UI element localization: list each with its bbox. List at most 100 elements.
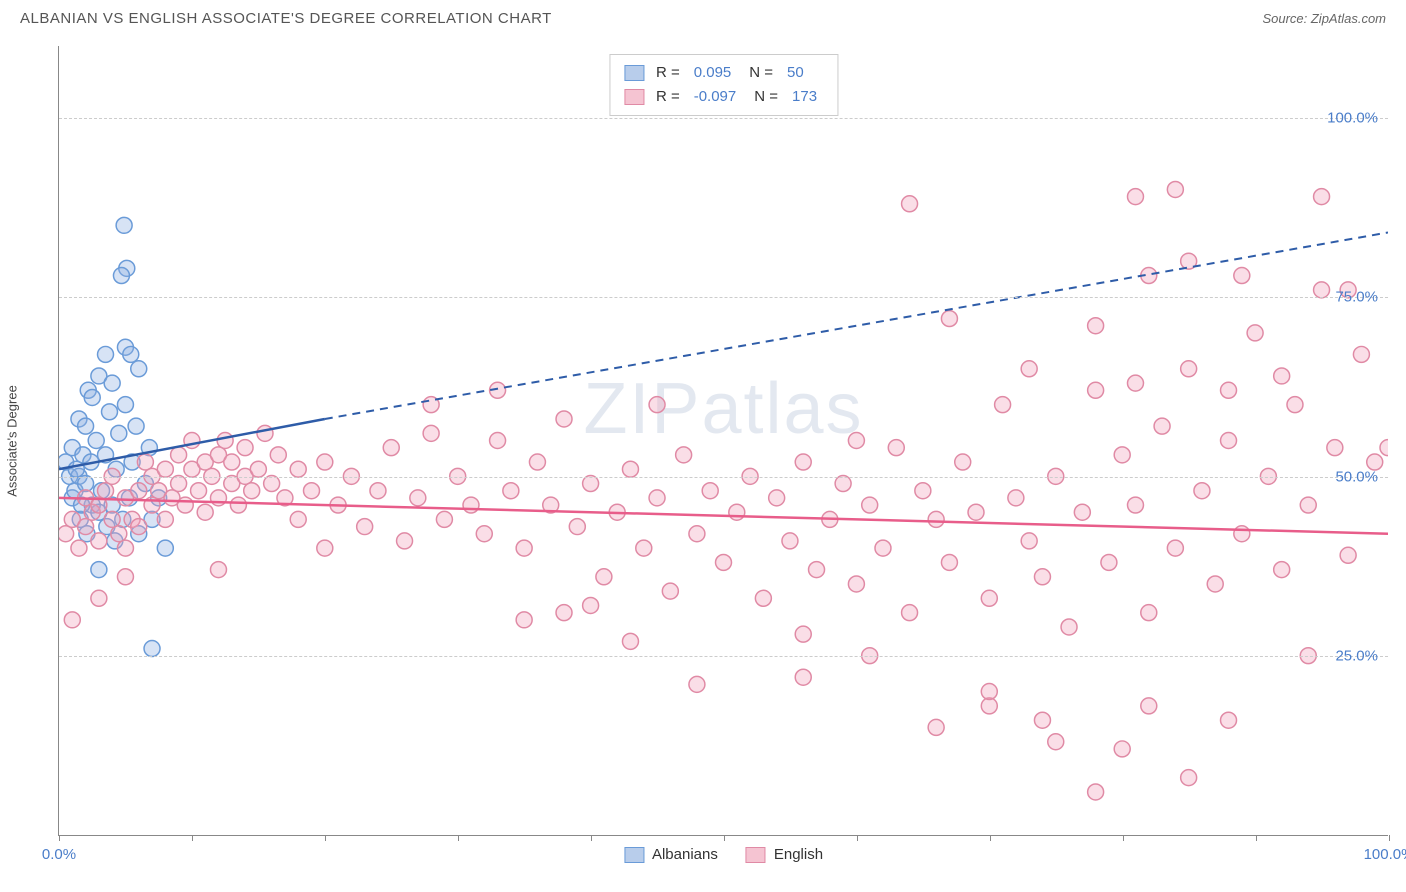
scatter-point: [71, 540, 87, 556]
scatter-point: [862, 497, 878, 513]
scatter-point: [556, 411, 572, 427]
scatter-point: [1008, 490, 1024, 506]
scatter-point: [67, 483, 83, 499]
legend-r-value: -0.097: [694, 85, 737, 109]
watermark: ZIPatlas: [583, 368, 863, 450]
scatter-point: [1088, 382, 1104, 398]
scatter-point: [99, 519, 115, 535]
scatter-point: [80, 382, 96, 398]
legend-r-label: R =: [656, 61, 680, 85]
scatter-point: [902, 196, 918, 212]
scatter-point: [117, 490, 133, 506]
scatter-point: [317, 540, 333, 556]
scatter-point: [317, 454, 333, 470]
scatter-point: [928, 719, 944, 735]
scatter-point: [64, 612, 80, 628]
scatter-point: [224, 454, 240, 470]
scatter-point: [1274, 368, 1290, 384]
x-tick: [192, 835, 193, 841]
scatter-point: [1127, 497, 1143, 513]
gridline: [59, 118, 1388, 119]
scatter-point: [250, 461, 266, 477]
x-tick: [458, 835, 459, 841]
legend-swatch: [624, 65, 644, 81]
scatter-point: [210, 490, 226, 506]
scatter-point: [516, 612, 532, 628]
x-tick: [591, 835, 592, 841]
scatter-point: [702, 483, 718, 499]
scatter-point: [1380, 440, 1388, 456]
scatter-point: [1061, 619, 1077, 635]
y-axis-label: Associate's Degree: [5, 385, 20, 497]
scatter-point: [78, 519, 94, 535]
scatter-point: [1048, 734, 1064, 750]
scatter-point: [59, 526, 74, 542]
scatter-point: [1154, 418, 1170, 434]
x-tick: [1256, 835, 1257, 841]
chart-title: ALBANIAN VS ENGLISH ASSOCIATE'S DEGREE C…: [20, 10, 552, 27]
scatter-point: [1141, 698, 1157, 714]
chart-source: Source: ZipAtlas.com: [1262, 11, 1386, 26]
scatter-point: [91, 590, 107, 606]
scatter-point: [157, 540, 173, 556]
scatter-point: [115, 511, 131, 527]
scatter-point: [1088, 784, 1104, 800]
scatter-point: [981, 698, 997, 714]
scatter-point: [91, 368, 107, 384]
scatter-point: [676, 447, 692, 463]
scatter-point: [848, 576, 864, 592]
scatter-point: [1314, 282, 1330, 298]
scatter-point: [716, 554, 732, 570]
scatter-point: [91, 533, 107, 549]
x-tick: [724, 835, 725, 841]
scatter-point: [995, 397, 1011, 413]
scatter-point: [955, 454, 971, 470]
plot-area: ZIPatlas R = 0.095 N = 50 R = -0.097 N =…: [58, 46, 1388, 836]
scatter-point: [131, 526, 147, 542]
scatter-point: [191, 483, 207, 499]
scatter-point: [59, 454, 74, 470]
scatter-point: [117, 540, 133, 556]
scatter-point: [981, 684, 997, 700]
scatter-point: [184, 461, 200, 477]
legend-swatch: [624, 847, 644, 863]
x-tick: [59, 835, 60, 841]
scatter-point: [1327, 440, 1343, 456]
scatter-point: [490, 433, 506, 449]
scatter-point: [357, 519, 373, 535]
scatter-point: [436, 511, 452, 527]
scatter-point: [91, 562, 107, 578]
scatter-point: [1221, 712, 1237, 728]
y-tick-label: 50.0%: [1335, 468, 1378, 485]
scatter-point: [981, 590, 997, 606]
scatter-point: [529, 454, 545, 470]
scatter-point: [144, 641, 160, 657]
scatter-point: [104, 375, 120, 391]
scatter-point: [915, 483, 931, 499]
scatter-point: [124, 454, 140, 470]
trend-line: [59, 419, 325, 469]
scatter-point: [184, 433, 200, 449]
scatter-point: [410, 490, 426, 506]
scatter-point: [290, 511, 306, 527]
scatter-point: [622, 461, 638, 477]
scatter-point: [78, 490, 94, 506]
scatter-point: [1300, 497, 1316, 513]
scatter-point: [68, 461, 84, 477]
scatter-point: [609, 504, 625, 520]
scatter-point: [270, 447, 286, 463]
scatter-point: [1167, 181, 1183, 197]
scatter-point: [769, 490, 785, 506]
scatter-point: [1247, 325, 1263, 341]
scatter-point: [177, 497, 193, 513]
scatter-point: [144, 511, 160, 527]
scatter-point: [809, 562, 825, 578]
scatter-point: [1101, 554, 1117, 570]
scatter-point: [131, 483, 147, 499]
scatter-point: [1034, 569, 1050, 585]
scatter-point: [171, 447, 187, 463]
scatter-point: [230, 497, 246, 513]
scatter-point: [1234, 526, 1250, 542]
scatter-point: [75, 447, 91, 463]
scatter-point: [71, 411, 87, 427]
